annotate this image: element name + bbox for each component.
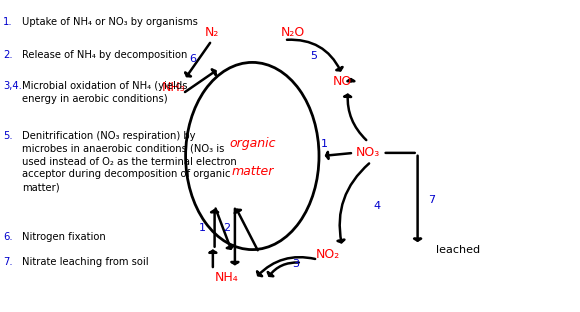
Text: 1.: 1. — [3, 17, 13, 27]
Text: Nitrogen fixation: Nitrogen fixation — [22, 232, 106, 242]
Text: NO₂: NO₂ — [316, 248, 340, 261]
Text: N₂O: N₂O — [281, 26, 305, 39]
Text: Uptake of NH₄ or NO₃ by organisms: Uptake of NH₄ or NO₃ by organisms — [22, 17, 198, 27]
Text: N₂: N₂ — [205, 26, 219, 39]
Text: 5.: 5. — [3, 131, 13, 141]
Text: NO₃: NO₃ — [356, 146, 380, 159]
Text: 1: 1 — [321, 139, 328, 149]
Text: 2.: 2. — [3, 50, 13, 60]
Text: 7: 7 — [429, 195, 436, 205]
Text: NH₃: NH₃ — [162, 81, 186, 94]
Text: NH₄: NH₄ — [215, 271, 238, 284]
Text: matter: matter — [231, 165, 274, 178]
Text: 2: 2 — [223, 223, 230, 233]
Text: Nitrate leaching from soil: Nitrate leaching from soil — [22, 257, 148, 267]
Text: 3: 3 — [292, 259, 299, 269]
Text: 6.: 6. — [3, 232, 13, 242]
Text: 5: 5 — [310, 51, 317, 61]
Text: Denitrification (NO₃ respiration) by
microbes in anaerobic conditions (NO₃ is
us: Denitrification (NO₃ respiration) by mic… — [22, 131, 237, 192]
Text: 4: 4 — [374, 201, 380, 211]
Text: 7.: 7. — [3, 257, 13, 267]
Text: leached: leached — [436, 245, 480, 255]
Text: 6: 6 — [190, 54, 197, 64]
Text: NO: NO — [332, 75, 352, 88]
Text: Release of NH₄ by decomposition: Release of NH₄ by decomposition — [22, 50, 187, 60]
Text: Microbial oxidation of NH₄ (yields
energy in aerobic conditions): Microbial oxidation of NH₄ (yields energ… — [22, 81, 187, 104]
Text: 1: 1 — [198, 223, 205, 233]
Text: 3,4.: 3,4. — [3, 81, 22, 91]
Text: organic: organic — [229, 137, 276, 150]
